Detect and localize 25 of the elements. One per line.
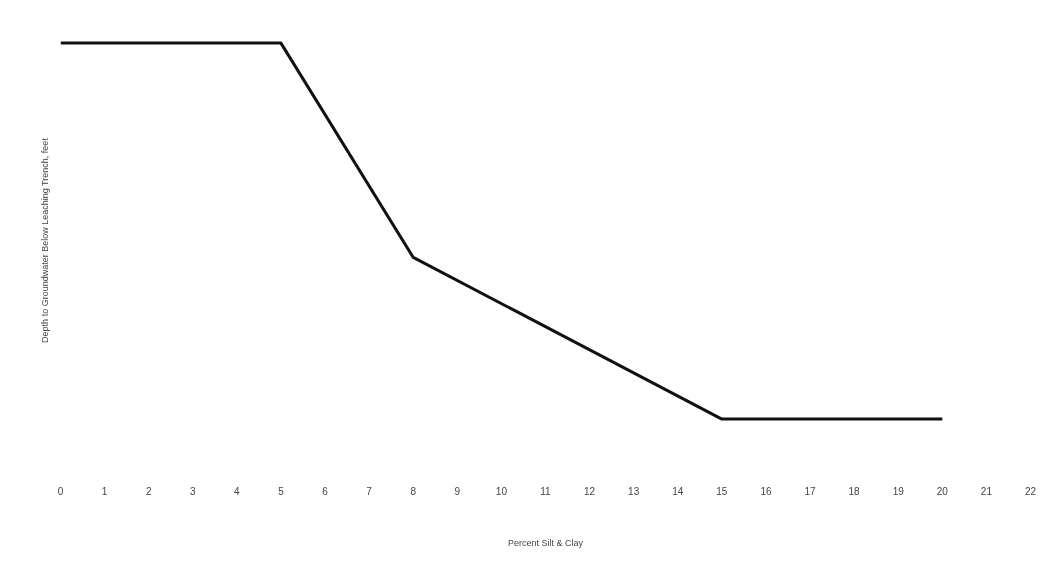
x-tick-label: 13 xyxy=(628,485,640,497)
x-tick-label: 5 xyxy=(278,485,285,497)
x-tick-label: 15 xyxy=(716,485,728,497)
x-axis-title: Percent Silt & Clay xyxy=(507,537,584,548)
x-tick-label: 7 xyxy=(366,485,373,497)
x-tick-label: 1 xyxy=(101,485,108,497)
x-tick-label: 10 xyxy=(495,485,508,497)
x-tick-label: 21 xyxy=(980,485,993,497)
x-tick-label: 14 xyxy=(672,485,684,497)
x-tick-label: 12 xyxy=(584,485,596,497)
x-tick-label: 16 xyxy=(760,485,772,497)
x-tick-label: 18 xyxy=(848,485,861,497)
x-tick-label: 0 xyxy=(57,485,64,497)
x-tick-label: 4 xyxy=(234,485,241,497)
y-axis-title: Depth to Groundwater Below Leaching Trench, feet xyxy=(39,137,50,343)
x-tick-label: 9 xyxy=(454,485,461,497)
x-tick-label: 17 xyxy=(804,485,817,497)
x-tick-label: 11 xyxy=(540,485,552,497)
x-tick-label: 22 xyxy=(1024,485,1037,497)
x-tick-label: 20 xyxy=(936,485,949,497)
x-tick-label: 6 xyxy=(322,485,329,497)
x-tick-label: 19 xyxy=(892,485,905,497)
x-tick-label: 8 xyxy=(410,485,417,497)
x-tick-label: 3 xyxy=(189,485,196,497)
x-tick-label: 2 xyxy=(145,485,152,497)
